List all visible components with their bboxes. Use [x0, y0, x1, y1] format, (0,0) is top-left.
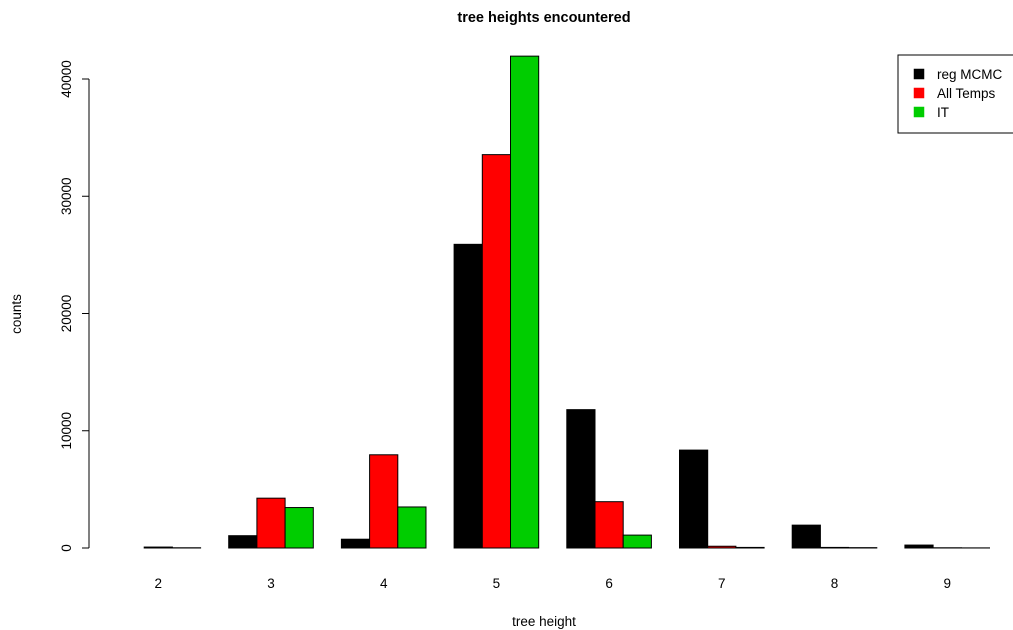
x-tick-label: 5	[493, 576, 501, 591]
bar-reg-mcmc-9	[904, 544, 934, 549]
x-tick-label: 3	[267, 576, 275, 591]
legend-swatch	[913, 68, 925, 80]
bars	[143, 55, 990, 549]
bar-all-temps-2	[143, 546, 173, 549]
bar-reg-mcmc-8	[791, 524, 821, 549]
x-tick-label: 2	[155, 576, 163, 591]
legend-label: IT	[937, 105, 949, 120]
y-tick-label: 20000	[59, 295, 74, 333]
bar-reg-mcmc-7	[679, 449, 709, 549]
bar-it-3	[284, 507, 314, 549]
bar-it-7	[735, 546, 765, 549]
x-tick-label: 9	[943, 576, 951, 591]
y-tick-label: 10000	[59, 412, 74, 450]
x-tick-label: 7	[718, 576, 726, 591]
chart-title: tree heights encountered	[457, 10, 630, 26]
bar-all-temps-8	[819, 546, 850, 549]
bar-it-4	[397, 506, 427, 549]
bar-all-temps-3	[256, 497, 286, 549]
legend-swatch	[913, 106, 925, 118]
y-tick-label: 30000	[59, 177, 74, 215]
legend-swatch	[913, 87, 925, 99]
y-axis-label: counts	[9, 294, 24, 334]
legend-label: reg MCMC	[937, 67, 1003, 82]
bar-reg-mcmc-5	[453, 243, 483, 549]
x-axis-ticks: 2 3 4 5 6 7 8 9	[155, 576, 951, 591]
bar-all-temps-5	[481, 154, 511, 549]
y-tick-label: 0	[59, 544, 74, 552]
bar-reg-mcmc-3	[228, 535, 258, 549]
x-tick-label: 4	[380, 576, 388, 591]
bar-all-temps-4	[369, 454, 399, 549]
x-tick-label: 6	[605, 576, 613, 591]
bar-all-temps-7	[707, 545, 737, 549]
y-axis: 0 10000 20000 30000 40000	[59, 60, 90, 552]
bar-reg-mcmc-6	[566, 409, 596, 549]
bar-all-temps-6	[594, 501, 624, 549]
bar-reg-mcmc-4	[340, 538, 371, 549]
x-tick-label: 8	[831, 576, 839, 591]
bar-it-6	[622, 534, 652, 549]
x-axis-label: tree height	[512, 614, 576, 629]
legend-label: All Temps	[937, 86, 996, 101]
legend: reg MCMC All Temps IT	[897, 54, 1013, 134]
bar-it-5	[510, 55, 540, 549]
y-tick-label: 40000	[59, 60, 74, 98]
